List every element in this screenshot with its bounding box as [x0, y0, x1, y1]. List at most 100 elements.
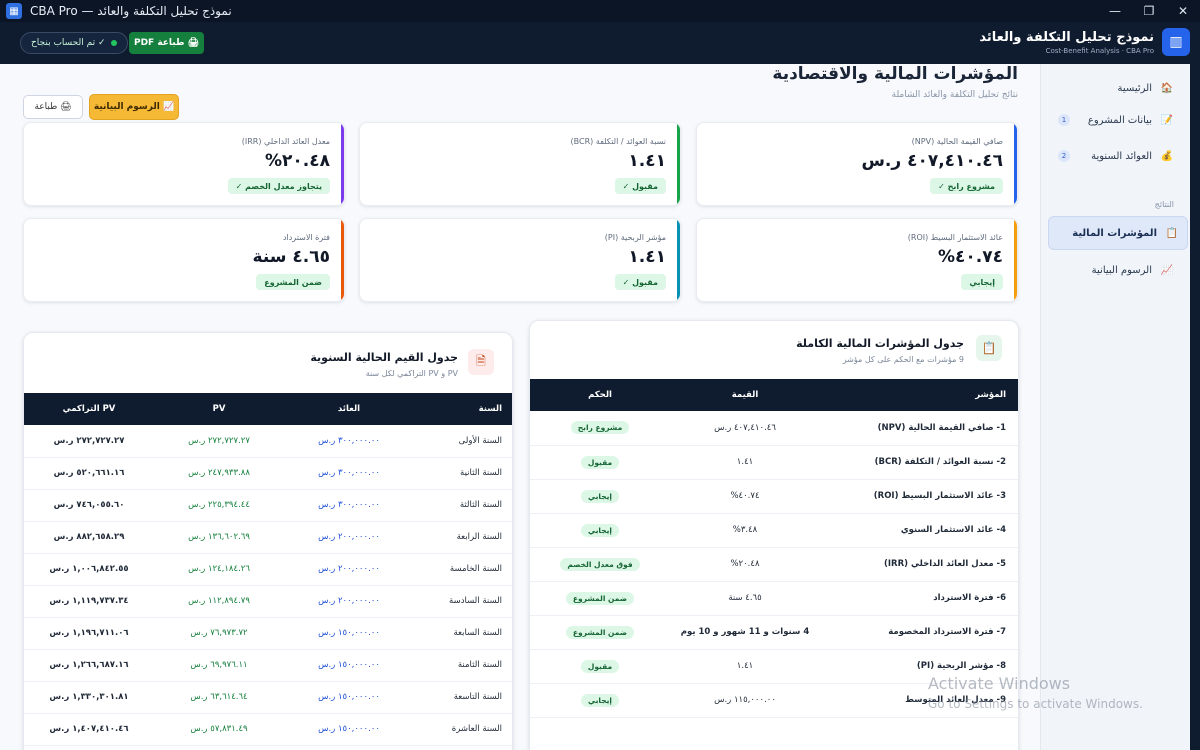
indicator-value: ١١٥,٠٠٠.٠٠ ر.س	[670, 683, 820, 718]
kpi-badge: مشروع رابح ✓	[930, 178, 1003, 194]
return-cell: ٢٠٠,٠٠٠.٠٠ ر.س	[284, 585, 414, 618]
return-cell: ١٥٠,٠٠٠.٠٠ ر.س	[284, 617, 414, 650]
indicators-panel-subtitle: 9 مؤشرات مع الحكم على كل مؤشر	[842, 355, 964, 364]
indicator-name: 1- صافي القيمة الحالية (NPV)	[820, 411, 1018, 446]
minimize-icon[interactable]: —	[1109, 4, 1121, 18]
close-icon[interactable]: ✕	[1177, 4, 1189, 18]
pv-cell: ٦٩,٩٧٦.١١ ر.س	[154, 649, 284, 682]
sidebar-item-charts[interactable]: 📈 الرسوم البيانية	[1050, 256, 1182, 284]
step-number-badge: 1	[1058, 114, 1070, 126]
sidebar-item-financial-indicators[interactable]: 📋 المؤشرات المالية	[1048, 216, 1188, 250]
app-subtitle: Cost-Benefit Analysis · CBA Pro	[1045, 46, 1154, 55]
kpi-label: معدل العائد الداخلي (IRR)	[241, 137, 330, 146]
app-header: ▥ نموذج تحليل التكلفة والعائد Cost-Benef…	[0, 22, 1200, 64]
sidebar-item-label: المؤشرات المالية	[1072, 227, 1157, 239]
table-row: السنة التاسعة ١٥٠,٠٠٠.٠٠ ر.س ٦٣,٦١٤.٦٤ ر.س…	[24, 681, 512, 714]
indicator-value: ٢٠.٤٨%	[670, 547, 820, 582]
table-row: 8- مؤشر الربحية (PI) ١.٤١ مقبول	[530, 649, 1018, 684]
col-cumulative-pv: PV التراكمي	[62, 404, 116, 414]
kpi-value: ٤.٦٥ سنة	[252, 247, 330, 267]
kpi-card-roi: عائد الاستثمار البسيط (ROI) ٤٠.٧٤% إيجاب…	[696, 218, 1018, 302]
table-row: 7- فترة الاسترداد المخصومة 4 سنوات و 11 ش…	[530, 615, 1018, 650]
return-cell: ٢٠٠,٠٠٠.٠٠ ر.س	[284, 553, 414, 586]
sidebar-item-label: بيانات المشروع	[1087, 114, 1152, 126]
cumulative-cell: ١,٢٦٦,٦٨٧.١٦ ر.س	[24, 649, 154, 682]
return-cell: ٣٠٠,٠٠٠.٠٠ ر.س	[284, 489, 414, 522]
charts-button[interactable]: 📈 الرسوم البيانية	[89, 94, 179, 120]
kpi-card-npv: صافي القيمة الحالية (NPV) ٤٠٧,٤١٠.٤٦ ر.س…	[696, 122, 1018, 206]
money-bag-icon: 💰	[1160, 150, 1174, 162]
kpi-value: ١.٤١	[628, 151, 666, 171]
sidebar-item-project-data[interactable]: 📝 بيانات المشروع 1	[1050, 106, 1182, 134]
col-verdict: الحكم	[588, 390, 612, 400]
table-row: السنة السابعة ١٥٠,٠٠٠.٠٠ ر.س ٧٦,٩٧٣.٧٢ ر.س…	[24, 617, 512, 650]
indicator-value: ٤.٦٥ سنة	[670, 581, 820, 616]
year-cell: السنة السابعة	[414, 617, 512, 650]
pv-cell: ٢٤٧,٩٣٣.٨٨ ر.س	[154, 457, 284, 490]
table-header-row: المؤشر القيمة الحكم	[530, 379, 1018, 411]
verdict-badge: إيجابي	[580, 523, 619, 537]
sidebar-item-annual-returns[interactable]: 💰 العوائد السنوية 2	[1050, 142, 1182, 170]
kpi-badge: مقبول ✓	[614, 178, 666, 194]
year-cell: السنة السادسة	[414, 585, 512, 618]
pv-cell: ١٢٤,١٨٤.٢٦ ر.س	[154, 553, 284, 586]
pv-cell: ٦٣,٦١٤.٦٤ ر.س	[154, 681, 284, 714]
indicator-name: 7- فترة الاسترداد المخصومة	[820, 615, 1018, 650]
pv-panel: 🗎 جدول القيم الحالية السنوية PV و PV الت…	[23, 332, 513, 750]
sidebar-item-label: الرئيسية	[1117, 82, 1152, 94]
page-subtitle: نتائج تحليل التكلفة والعائد الشاملة	[891, 90, 1018, 100]
kpi-badge: يتجاوز معدل الخصم ✓	[227, 178, 330, 194]
sidebar-item-label: الرسوم البيانية	[1091, 264, 1152, 276]
kpi-card-bcr: نسبة العوائد / التكلفة (BCR) ١.٤١ مقبول …	[359, 122, 681, 206]
kpi-label: صافي القيمة الحالية (NPV)	[911, 137, 1003, 146]
year-cell: السنة الثانية	[414, 457, 512, 490]
indicator-name: 5- معدل العائد الداخلي (IRR)	[820, 547, 1018, 582]
pv-cell: ١١٢,٨٩٤.٧٩ ر.س	[154, 585, 284, 618]
cumulative-cell: ١,٠٠٦,٨٤٢.٥٥ ر.س	[24, 553, 154, 586]
pv-panel-subtitle: PV و PV التراكمي لكل سنة	[365, 369, 458, 378]
kpi-value: ١.٤١	[628, 247, 666, 267]
document-plus-icon: 🗎	[468, 349, 494, 375]
main-content: المؤشرات المالية والاقتصادية نتائج تحليل…	[0, 64, 1040, 750]
year-cell: السنة الخامسة	[414, 553, 512, 586]
table-row: 6- فترة الاسترداد ٤.٦٥ سنة ضمن المشروع	[530, 581, 1018, 616]
kpi-label: عائد الاستثمار البسيط (ROI)	[907, 233, 1003, 242]
table-row: 3- عائد الاستثمار البسيط (ROI) ٤٠.٧٤% إيجا…	[530, 479, 1018, 514]
col-value: القيمة	[731, 390, 759, 400]
verdict-badge: إيجابي	[580, 693, 619, 707]
verdict-badge: مقبول	[580, 455, 620, 469]
sidebar: 🏠 الرئيسية 📝 بيانات المشروع 1 💰 العوائد …	[1040, 64, 1200, 750]
verdict-badge: إيجابي	[580, 489, 619, 503]
chart-icon: 📈	[1160, 264, 1174, 276]
cumulative-cell: ١,١١٩,٧٣٧.٣٤ ر.س	[24, 585, 154, 618]
return-cell: ٣٠٠,٠٠٠.٠٠ ر.س	[284, 457, 414, 490]
indicator-name: 9- معدل العائد المتوسط	[820, 683, 1018, 718]
sidebar-item-label: العوائد السنوية	[1091, 150, 1152, 162]
calc-status-badge: ✓ تم الحساب بنجاح	[20, 32, 128, 54]
print-pdf-button[interactable]: 🖨 طباعة PDF	[129, 32, 204, 54]
sidebar-item-home[interactable]: 🏠 الرئيسية	[1050, 74, 1182, 102]
indicator-name: 4- عائد الاستثمار السنوي	[820, 513, 1018, 548]
col-year: السنة	[478, 404, 502, 414]
verdict-badge: مشروع رابح	[570, 421, 630, 435]
kpi-badge: مقبول ✓	[614, 274, 666, 290]
page-title: المؤشرات المالية والاقتصادية	[772, 64, 1018, 84]
maximize-icon[interactable]: ❐	[1143, 4, 1155, 18]
return-cell: ١٥٠,٠٠٠.٠٠ ر.س	[284, 713, 414, 746]
col-pv: PV	[212, 404, 226, 414]
pv-cell: ٧٦,٩٧٣.٧٢ ر.س	[154, 617, 284, 650]
table-row: السنة الخامسة ٢٠٠,٠٠٠.٠٠ ر.س ١٢٤,١٨٤.٢٦ ر.…	[24, 553, 512, 586]
sidebar-edge	[1190, 64, 1200, 750]
print-button[interactable]: 🖨 طباعة	[23, 95, 83, 119]
indicator-name: 3- عائد الاستثمار البسيط (ROI)	[820, 479, 1018, 514]
pv-cell: ٢٢٥,٣٩٤.٤٤ ر.س	[154, 489, 284, 522]
table-header-row: السنة العائد PV PV التراكمي	[24, 393, 512, 425]
year-cell: السنة الثالثة	[414, 489, 512, 522]
verdict-badge: فوق معدل الخصم	[560, 557, 640, 571]
table-row: 2- نسبة العوائد / التكلفة (BCR) ١.٤١ مقبول	[530, 445, 1018, 480]
kpi-card-pi: مؤشر الربحية (PI) ١.٤١ مقبول ✓	[359, 218, 681, 302]
indicator-name: 6- فترة الاسترداد	[820, 581, 1018, 616]
indicator-value: ١.٤١	[670, 649, 820, 684]
clipboard-icon: 📋	[976, 335, 1002, 361]
cumulative-cell: ٥٢٠,٦٦١.١٦ ر.س	[24, 457, 154, 490]
